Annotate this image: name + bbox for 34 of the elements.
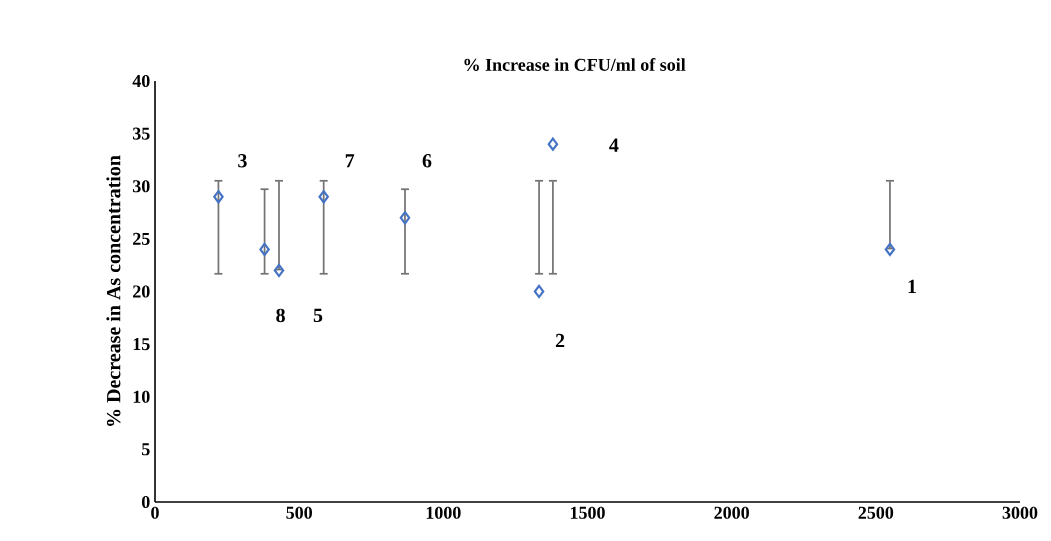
point (318, 190, 329, 204)
annotation: 4 (609, 138, 619, 152)
x-tick-label: 3000 (1002, 506, 1038, 519)
y-tick-label: 35 (132, 127, 150, 140)
y-tick-label: 0 (141, 495, 150, 509)
point (399, 211, 411, 225)
point (259, 242, 270, 257)
annotation: 5 (313, 308, 323, 323)
y-tick-label: 25 (133, 232, 150, 245)
chart-title: % Increase in CFU/ml of soil (464, 58, 686, 71)
y-axis-title: % Decrease in As concentration (106, 155, 121, 426)
annotation: 2 (555, 333, 565, 348)
x-tick-label: 1000 (426, 506, 461, 519)
annotation: 7 (345, 154, 355, 168)
point (884, 242, 896, 257)
y-tick-label: 5 (142, 443, 150, 456)
y-tick-label: 15 (133, 338, 150, 351)
point (547, 137, 559, 151)
annotation: 6 (422, 154, 432, 168)
point (533, 284, 545, 299)
annotation: 8 (276, 308, 285, 323)
y-tick-label: 30 (132, 180, 150, 193)
annotation: 3 (238, 154, 247, 168)
annotation: 1 (908, 279, 916, 293)
x-tick-label: 0 (151, 506, 159, 519)
y-tick-label: 40 (132, 74, 150, 88)
x-tick-label: 2500 (858, 506, 894, 519)
x-tick-label: 500 (286, 506, 312, 519)
x-tick-label: 2000 (714, 506, 749, 519)
point (273, 263, 285, 278)
point (213, 190, 224, 204)
x-tick-label: 1500 (570, 506, 605, 519)
y-tick-label: 20 (133, 285, 150, 298)
y-tick-label: 10 (133, 390, 150, 403)
